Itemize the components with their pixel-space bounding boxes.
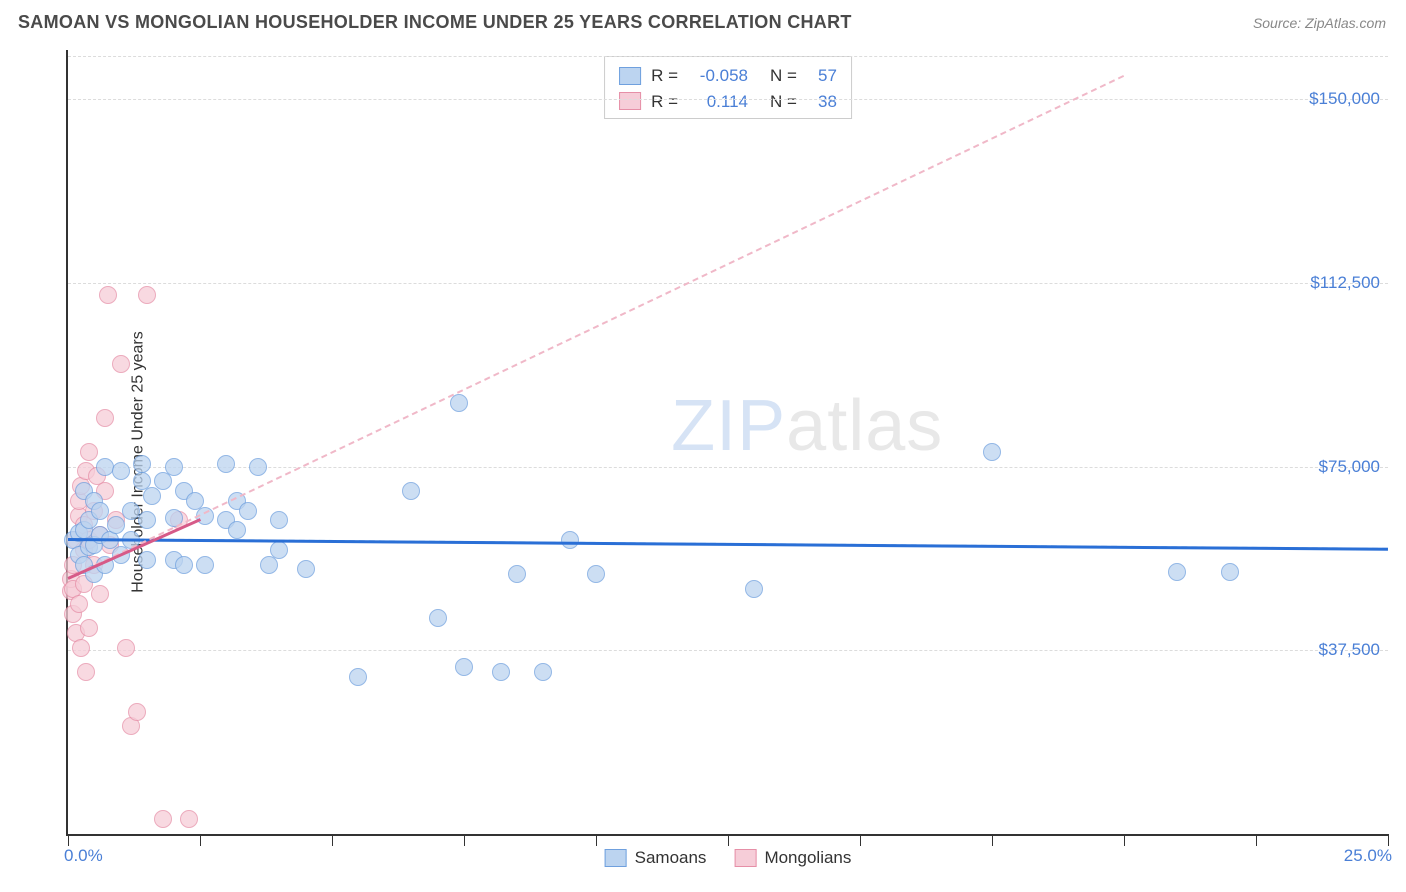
x-tick <box>200 834 201 846</box>
scatter-point <box>133 455 151 473</box>
x-tick <box>68 834 69 846</box>
scatter-point <box>138 286 156 304</box>
scatter-point <box>450 394 468 412</box>
x-tick <box>992 834 993 846</box>
scatter-point <box>349 668 367 686</box>
stats-row-mongolians: R = 0.114 N = 38 <box>619 89 837 115</box>
gridline <box>68 283 1388 284</box>
scatter-point <box>402 482 420 500</box>
scatter-point <box>270 511 288 529</box>
gridline <box>68 56 1388 57</box>
scatter-point <box>91 502 109 520</box>
legend-item-samoans: Samoans <box>605 848 707 868</box>
scatter-point <box>745 580 763 598</box>
scatter-point <box>143 487 161 505</box>
source-attribution: Source: ZipAtlas.com <box>1253 15 1386 31</box>
scatter-point <box>217 455 235 473</box>
x-tick <box>332 834 333 846</box>
scatter-point <box>297 560 315 578</box>
x-tick <box>728 834 729 846</box>
scatter-point <box>77 663 95 681</box>
n-value-samoans: 57 <box>807 63 837 89</box>
y-tick-label: $37,500 <box>1319 640 1380 660</box>
x-tick <box>860 834 861 846</box>
scatter-point <box>128 703 146 721</box>
scatter-point <box>587 565 605 583</box>
scatter-point <box>112 355 130 373</box>
legend-label-mongolians: Mongolians <box>764 848 851 868</box>
x-tick <box>1256 834 1257 846</box>
scatter-point <box>80 443 98 461</box>
x-tick <box>596 834 597 846</box>
scatter-point <box>239 502 257 520</box>
watermark: ZIPatlas <box>671 385 943 467</box>
r-label: R = <box>651 63 678 89</box>
scatter-point <box>492 663 510 681</box>
scatter-point <box>180 810 198 828</box>
n-value-mongolians: 38 <box>807 89 837 115</box>
scatter-point <box>260 556 278 574</box>
r-label: R = <box>651 89 678 115</box>
plot-area: ZIPatlas R = -0.058 N = 57 R = 0.114 N =… <box>66 50 1388 836</box>
watermark-atlas: atlas <box>786 386 943 466</box>
scatter-point <box>154 810 172 828</box>
bottom-legend: Samoans Mongolians <box>605 848 852 868</box>
scatter-point <box>249 458 267 476</box>
scatter-point <box>117 639 135 657</box>
watermark-zip: ZIP <box>671 386 786 466</box>
swatch-samoans <box>619 67 641 85</box>
r-value-mongolians: 0.114 <box>688 89 748 115</box>
scatter-point <box>72 639 90 657</box>
scatter-point <box>138 551 156 569</box>
trend-line <box>68 538 1388 551</box>
scatter-point <box>1221 563 1239 581</box>
legend-swatch-samoans <box>605 849 627 867</box>
scatter-point <box>1168 563 1186 581</box>
n-label: N = <box>770 89 797 115</box>
chart-container: Householder Income Under 25 years ZIPatl… <box>18 50 1388 874</box>
scatter-point <box>107 516 125 534</box>
y-tick-label: $150,000 <box>1309 89 1380 109</box>
y-tick-label: $112,500 <box>1310 273 1380 293</box>
scatter-point <box>70 595 88 613</box>
scatter-point <box>429 609 447 627</box>
gridline <box>68 99 1388 100</box>
gridline <box>68 650 1388 651</box>
legend-item-mongolians: Mongolians <box>734 848 851 868</box>
scatter-point <box>96 409 114 427</box>
chart-title: SAMOAN VS MONGOLIAN HOUSEHOLDER INCOME U… <box>18 12 852 33</box>
scatter-point <box>196 556 214 574</box>
x-tick <box>464 834 465 846</box>
correlation-stats-box: R = -0.058 N = 57 R = 0.114 N = 38 <box>604 56 852 119</box>
scatter-point <box>561 531 579 549</box>
x-tick <box>1388 834 1389 846</box>
stats-row-samoans: R = -0.058 N = 57 <box>619 63 837 89</box>
scatter-point <box>534 663 552 681</box>
scatter-point <box>112 462 130 480</box>
x-tick <box>1124 834 1125 846</box>
n-label: N = <box>770 63 797 89</box>
trend-line-extrapolated <box>68 75 1125 579</box>
scatter-point <box>99 286 117 304</box>
scatter-point <box>983 443 1001 461</box>
x-axis-max-label: 25.0% <box>1344 846 1392 866</box>
scatter-point <box>175 556 193 574</box>
r-value-samoans: -0.058 <box>688 63 748 89</box>
swatch-mongolians <box>619 92 641 110</box>
legend-swatch-mongolians <box>734 849 756 867</box>
scatter-point <box>165 458 183 476</box>
y-tick-label: $75,000 <box>1319 457 1380 477</box>
scatter-point <box>138 511 156 529</box>
scatter-point <box>80 619 98 637</box>
scatter-point <box>91 585 109 603</box>
scatter-point <box>455 658 473 676</box>
x-axis-min-label: 0.0% <box>64 846 103 866</box>
scatter-point <box>270 541 288 559</box>
legend-label-samoans: Samoans <box>635 848 707 868</box>
scatter-point <box>508 565 526 583</box>
scatter-point <box>228 521 246 539</box>
